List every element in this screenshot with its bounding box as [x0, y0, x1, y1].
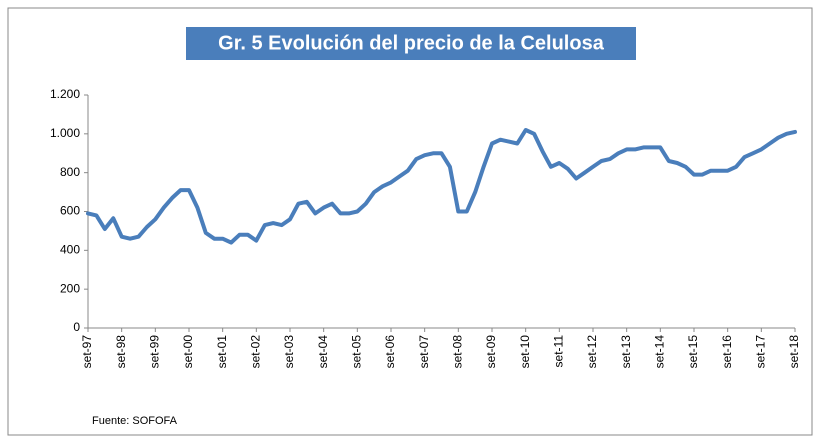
y-tick-label: 1.000	[50, 126, 80, 140]
x-tick-label: set-15	[686, 335, 700, 369]
x-tick-label: set-18	[787, 335, 801, 369]
y-tick-label: 400	[60, 243, 80, 257]
y-tick-label: 0	[73, 320, 80, 334]
x-tick-label: set-05	[350, 335, 364, 369]
x-tick-label: set-99	[148, 335, 162, 369]
x-tick-label: set-16	[720, 335, 734, 369]
x-tick-label: set-03	[282, 335, 296, 369]
x-tick-label: set-14	[653, 335, 667, 369]
x-tick-label: set-00	[181, 335, 195, 369]
source-note: Fuente: SOFOFA	[92, 415, 178, 427]
x-tick-label: set-11	[552, 335, 566, 368]
x-tick-label: set-10	[518, 335, 532, 369]
x-tick-label: set-17	[754, 335, 768, 369]
y-tick-label: 800	[60, 165, 80, 179]
x-tick-label: set-98	[114, 335, 128, 369]
x-tick-label: set-02	[249, 335, 263, 369]
line-series	[86, 128, 797, 245]
chart-title: Gr. 5 Evolución del precio de la Celulos…	[218, 32, 605, 54]
x-tick-label: set-04	[316, 335, 330, 369]
x-tick-label: set-06	[383, 335, 397, 369]
title-box	[186, 27, 636, 60]
x-tick-label: set-13	[619, 335, 633, 369]
x-tick-label: set-07	[417, 335, 431, 369]
y-tick-label: 600	[60, 204, 80, 218]
x-tick-label: set-08	[451, 335, 465, 369]
x-tick-label: set-97	[80, 335, 94, 369]
y-tick-label: 1.200	[50, 87, 80, 101]
x-tick-label: set-09	[484, 335, 498, 369]
chart-frame	[7, 7, 813, 436]
y-tick-label: 200	[60, 281, 80, 295]
x-tick-label: set-01	[215, 335, 229, 369]
x-tick-label: set-12	[585, 335, 599, 369]
